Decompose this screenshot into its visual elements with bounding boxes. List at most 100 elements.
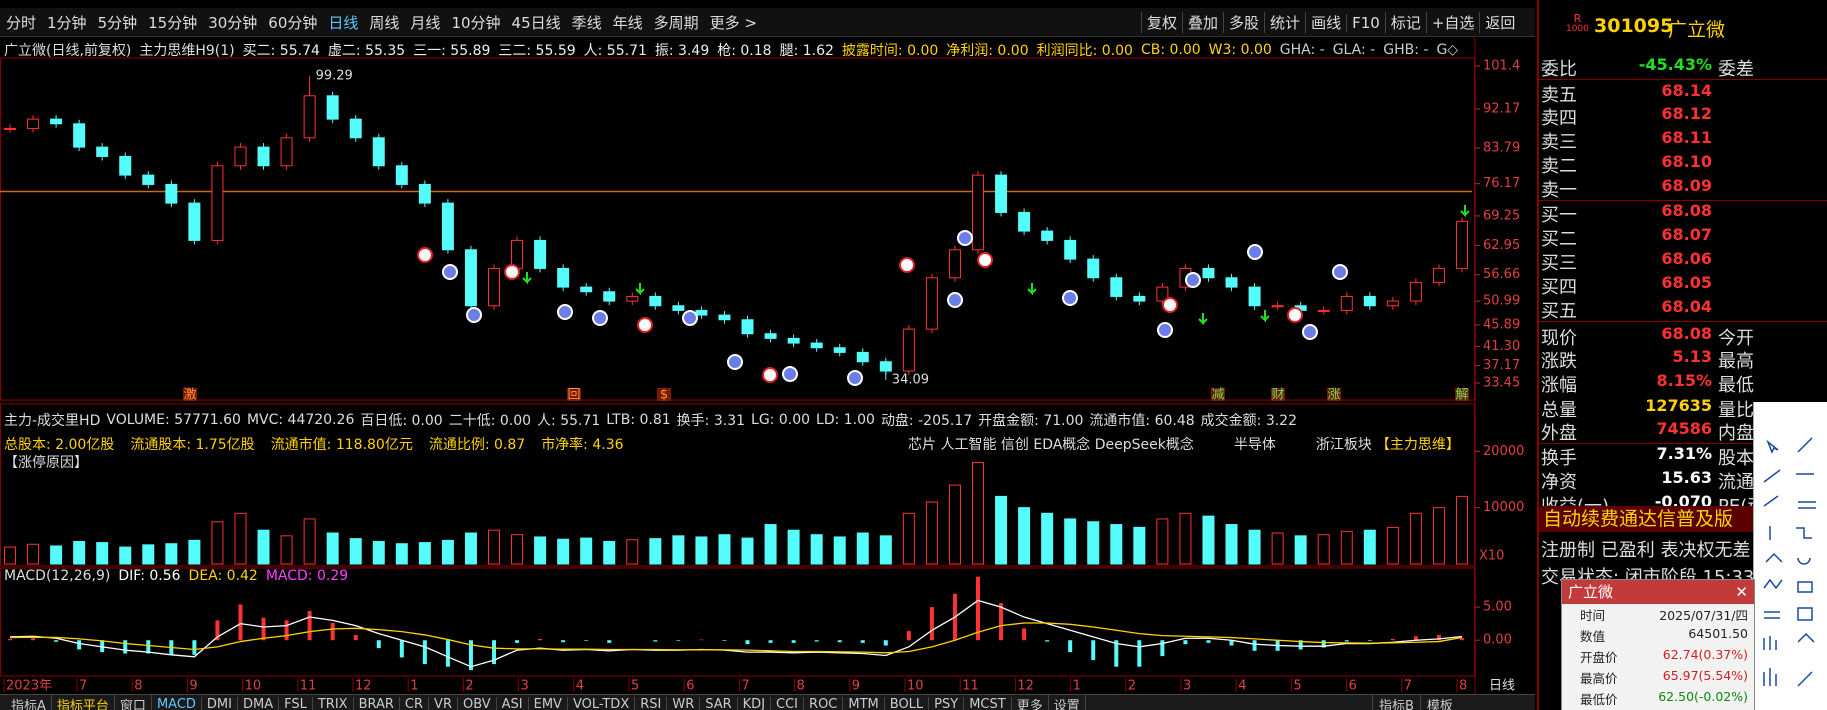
period-tab[interactable]: 分时 bbox=[6, 14, 37, 32]
dif-line bbox=[9, 599, 1463, 668]
popup-row: 数值 64501.50 bbox=[1562, 625, 1754, 646]
indicator-tab[interactable]: CCI bbox=[771, 697, 805, 710]
period-tab[interactable]: 60分钟 bbox=[268, 14, 318, 32]
indicator-tab[interactable]: WR bbox=[667, 697, 701, 710]
candle bbox=[1271, 305, 1284, 308]
indicator-tab[interactable]: VOL-TDX bbox=[568, 697, 636, 710]
volume-bar bbox=[488, 529, 500, 565]
candle bbox=[1317, 309, 1330, 312]
indicator-tab[interactable]: 指标A bbox=[6, 695, 52, 710]
popup-close[interactable]: ✕ bbox=[1735, 583, 1748, 601]
arrow-icon bbox=[1260, 310, 1270, 323]
signal-icon bbox=[727, 354, 743, 370]
volume-bar bbox=[27, 543, 40, 565]
quote-label: 现价 bbox=[1541, 328, 1577, 349]
indicator-tab[interactable]: KDJ bbox=[738, 697, 772, 710]
event-label: $ bbox=[660, 388, 668, 403]
indicator-tab[interactable]: EMV bbox=[529, 697, 568, 710]
quote-value: 68.08 bbox=[1661, 324, 1712, 343]
period-tab[interactable]: 更多 > bbox=[709, 14, 758, 32]
period-tab[interactable]: 15分钟 bbox=[148, 14, 198, 32]
indicator-value: 枪: 0.18 bbox=[717, 43, 772, 59]
signal-icon bbox=[957, 230, 973, 246]
indicator-tab[interactable]: BRAR bbox=[354, 697, 400, 710]
high-label: 99.29 bbox=[316, 68, 353, 83]
candle bbox=[441, 202, 454, 251]
tool-button[interactable]: +自选 bbox=[1425, 12, 1480, 33]
period-tab[interactable]: 年线 bbox=[612, 14, 643, 32]
date-label: 7 bbox=[1404, 679, 1412, 694]
period-tab[interactable]: 多周期 bbox=[653, 14, 699, 32]
tool-button[interactable]: F10 bbox=[1346, 13, 1385, 32]
indicator-tab[interactable]: OBV bbox=[458, 697, 497, 710]
quote-label: 买一 bbox=[1541, 205, 1577, 226]
popup-row: 时间 2025/07/31/四 bbox=[1562, 604, 1754, 625]
signal-icon bbox=[1332, 264, 1348, 280]
candle bbox=[718, 314, 731, 321]
period-tab[interactable]: 5分钟 bbox=[97, 14, 138, 32]
candle bbox=[1386, 300, 1399, 307]
indicator-tab[interactable]: 更多 bbox=[1012, 695, 1049, 710]
event-label: 财 bbox=[1271, 388, 1284, 403]
volume-bar bbox=[649, 538, 662, 565]
volume-bar bbox=[1271, 532, 1284, 565]
arrow-icon bbox=[1027, 283, 1037, 296]
candle bbox=[787, 337, 800, 344]
volume-info: 主力-成交里HD bbox=[4, 413, 101, 429]
period-tab[interactable]: 季线 bbox=[571, 14, 602, 32]
indicator-tab[interactable]: MTM bbox=[843, 697, 885, 710]
promo: 自动续费通达信普及版 bbox=[1539, 506, 1763, 532]
indicator-tab[interactable]: DMA bbox=[238, 697, 280, 710]
date-label: 4 bbox=[1238, 679, 1246, 694]
indicator-value: 人: 55.71 bbox=[583, 43, 647, 59]
indicator-tab[interactable]: PSY bbox=[929, 697, 965, 710]
indicator-tab[interactable]: CR bbox=[400, 697, 430, 710]
period-tab[interactable]: 30分钟 bbox=[208, 14, 258, 32]
candle bbox=[995, 174, 1008, 213]
period-tab[interactable]: 45日线 bbox=[511, 14, 561, 32]
tool-button[interactable]: 多股 bbox=[1223, 12, 1264, 33]
indicator-tab[interactable]: RSI bbox=[635, 697, 668, 710]
tool-button[interactable]: 统计 bbox=[1264, 12, 1305, 33]
indicator-tab[interactable]: TRIX bbox=[313, 697, 354, 710]
indicator-tab[interactable]: BOLL bbox=[885, 697, 930, 710]
quote-label: 卖一 bbox=[1541, 180, 1577, 201]
tool-button[interactable]: 返回 bbox=[1479, 12, 1520, 33]
date-label: 7 bbox=[79, 679, 87, 694]
tool-button[interactable]: 复权 bbox=[1141, 12, 1182, 33]
y-tick-label: 83.79 bbox=[1483, 141, 1520, 156]
indicator-tabs: 指标A 指标平台 窗口 MACD DMI DMA FSL TRIX BRAR CR VR OBV ASI… bbox=[6, 695, 1086, 710]
volume-bar bbox=[96, 542, 109, 565]
period-tab[interactable]: 日线 bbox=[328, 14, 359, 32]
popup-title: 广立微 bbox=[1568, 583, 1614, 601]
indicator-tab[interactable]: VR bbox=[429, 697, 458, 710]
indicator-tab[interactable]: ROC bbox=[804, 697, 844, 710]
indicator-tab[interactable]: SAR bbox=[700, 697, 738, 710]
indicator-tab[interactable]: DMI bbox=[202, 697, 238, 710]
tool-button[interactable]: 叠加 bbox=[1182, 12, 1223, 33]
indicator-tab[interactable]: FSL bbox=[279, 697, 313, 710]
period-tab[interactable]: 月线 bbox=[410, 14, 441, 32]
indicator-tab[interactable]: MCST bbox=[964, 697, 1012, 710]
period-tab[interactable]: 1分钟 bbox=[47, 14, 87, 32]
period-tab[interactable]: 周线 bbox=[369, 14, 400, 32]
indicator-tab[interactable]: ASI bbox=[497, 697, 529, 710]
quote-value: 68.10 bbox=[1661, 152, 1712, 171]
draw-tools bbox=[1753, 402, 1827, 710]
separator bbox=[1539, 200, 1827, 201]
period-tab[interactable]: 10分钟 bbox=[451, 14, 501, 32]
tool-button[interactable]: 画线 bbox=[1305, 12, 1346, 33]
indicator-tab[interactable]: 指标B bbox=[1372, 695, 1420, 710]
event-label: 解 bbox=[1455, 388, 1468, 403]
indicator-tab[interactable]: 指标平台 bbox=[52, 695, 115, 710]
indicator-tab[interactable]: 设置 bbox=[1049, 695, 1086, 710]
signal-icon bbox=[1185, 272, 1201, 288]
candle bbox=[972, 174, 984, 251]
date-label: 9 bbox=[852, 679, 860, 694]
indicator-tab[interactable]: 模板 bbox=[1419, 695, 1459, 710]
indicator-tab[interactable]: 窗口 bbox=[115, 695, 152, 710]
candle bbox=[695, 309, 708, 316]
indicator-tab[interactable]: MACD bbox=[152, 697, 202, 710]
tool-button[interactable]: 标记 bbox=[1384, 12, 1426, 33]
y-tick-label: 50.99 bbox=[1483, 294, 1520, 309]
